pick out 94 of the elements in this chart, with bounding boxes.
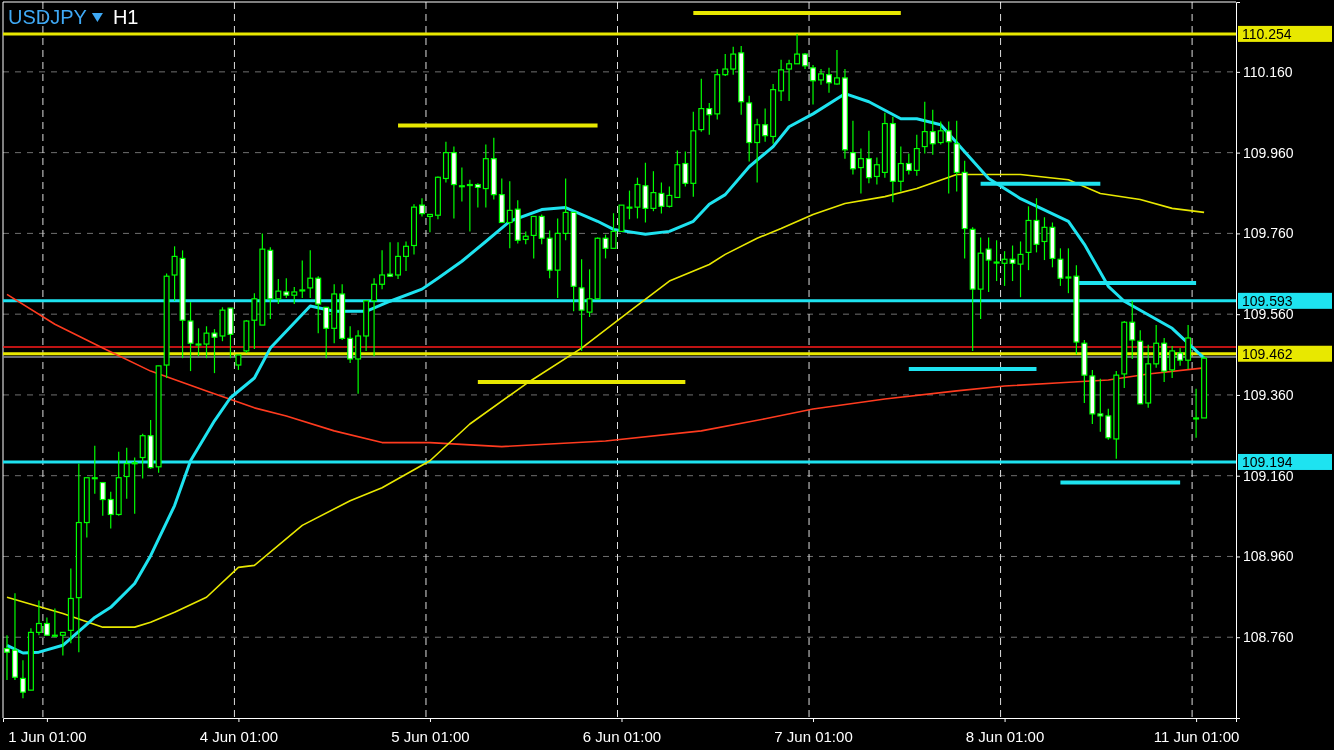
y-tick-label: 109.160 [1243, 467, 1294, 484]
candlestick [283, 277, 290, 299]
candlestick [778, 59, 785, 102]
candlestick [99, 481, 106, 517]
candlestick [395, 241, 402, 280]
candlestick [706, 102, 713, 136]
candlestick [985, 236, 992, 293]
candlestick [323, 306, 330, 359]
x-tick-label: 7 Jun 01:00 [774, 727, 853, 745]
candlestick [139, 433, 146, 480]
candlestick [1097, 378, 1104, 433]
candlestick [355, 329, 362, 395]
candlestick [945, 120, 952, 195]
candlestick [730, 46, 737, 76]
candlestick [387, 241, 394, 278]
candlestick [1193, 388, 1200, 439]
candlestick [1065, 247, 1072, 294]
ref-line-label: 109.593 [1242, 292, 1293, 309]
y-tick-label: 108.760 [1243, 629, 1294, 646]
candlestick [307, 249, 314, 299]
ref-line-label: 109.194 [1242, 453, 1293, 470]
candlestick [586, 268, 593, 318]
y-tick-label: 109.960 [1243, 144, 1294, 161]
x-tick-label: 5 Jun 01:00 [391, 727, 470, 745]
candlestick [833, 49, 840, 86]
candlestick [51, 607, 58, 638]
candlestick [929, 109, 936, 156]
candlestick [347, 325, 354, 364]
candlestick [937, 120, 944, 146]
candlestick [538, 213, 545, 245]
candlestick [107, 491, 114, 530]
x-tick-label: 6 Jun 01:00 [582, 727, 662, 745]
y-tick-label: 109.560 [1243, 306, 1294, 323]
y-tick-label: 110.160 [1243, 63, 1293, 80]
candlestick [466, 179, 473, 232]
candlestick [562, 177, 569, 241]
candlestick [299, 259, 306, 299]
candlestick [826, 67, 832, 94]
candlestick [1185, 324, 1192, 370]
candlestick [91, 445, 98, 495]
candlestick [35, 599, 42, 636]
candlestick [1057, 247, 1064, 287]
candlestick [59, 631, 66, 657]
candlestick [251, 292, 258, 350]
candlestick [666, 185, 673, 209]
candlestick [650, 170, 657, 212]
candlestick [897, 145, 904, 192]
y-tick-label: 108.960 [1243, 548, 1294, 565]
candlestick [578, 258, 585, 352]
candlestick [426, 213, 433, 233]
candlestick [857, 147, 864, 195]
candlestick [474, 182, 481, 209]
candlestick [171, 245, 178, 302]
candlestick [754, 118, 761, 184]
x-tick-label: 8 Jun 01:00 [965, 727, 1045, 745]
candlestick [658, 181, 665, 215]
candlestick [873, 156, 880, 186]
candlestick [913, 134, 920, 177]
ref-line-label: 109.462 [1242, 345, 1293, 362]
candlestick [865, 130, 872, 184]
candlestick [1153, 324, 1160, 369]
candlestick [786, 59, 793, 102]
candlestick [682, 150, 689, 188]
candlestick [722, 53, 729, 77]
candlestick [275, 278, 282, 305]
x-tick-label: 11 Jun 01:00 [1153, 727, 1240, 745]
candlestick [762, 108, 769, 143]
candlestick [794, 33, 801, 65]
x-tick-label: 1 Jun 01:00 [8, 727, 87, 745]
y-tick-label: 109.360 [1243, 386, 1294, 403]
candlestick [905, 152, 912, 176]
candlestick [698, 78, 705, 133]
chart-title: USDJPY [8, 6, 87, 28]
candlestick [506, 180, 513, 249]
candlestick [379, 249, 386, 290]
x-tick-label: 4 Jun 01:00 [199, 727, 279, 745]
candlestick [1169, 345, 1176, 379]
candlestick [1129, 300, 1136, 360]
candlestick [810, 64, 817, 106]
candlestick [19, 659, 26, 699]
chart-subtitle: H1 [112, 6, 139, 28]
candlestick [530, 215, 537, 260]
candlestick [993, 239, 1000, 282]
candlestick [849, 120, 856, 176]
candlestick [418, 197, 425, 218]
y-tick-label: 109.760 [1243, 225, 1294, 242]
candlestick [123, 447, 130, 500]
candlestick [131, 456, 138, 515]
candlestick [403, 240, 410, 272]
candlestick [921, 101, 928, 155]
candlestick [458, 166, 465, 203]
ref-line-label: 110.254 [1242, 25, 1292, 42]
candlestick [1105, 408, 1112, 441]
candlestick [371, 277, 378, 357]
